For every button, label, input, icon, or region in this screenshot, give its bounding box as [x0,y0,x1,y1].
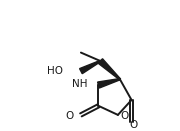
Text: NH: NH [72,79,87,89]
Text: O: O [65,111,73,121]
Text: O: O [129,120,138,130]
Polygon shape [80,60,101,74]
Text: HO: HO [47,66,63,76]
Text: O: O [121,111,129,121]
Polygon shape [98,59,120,80]
Polygon shape [98,79,120,88]
